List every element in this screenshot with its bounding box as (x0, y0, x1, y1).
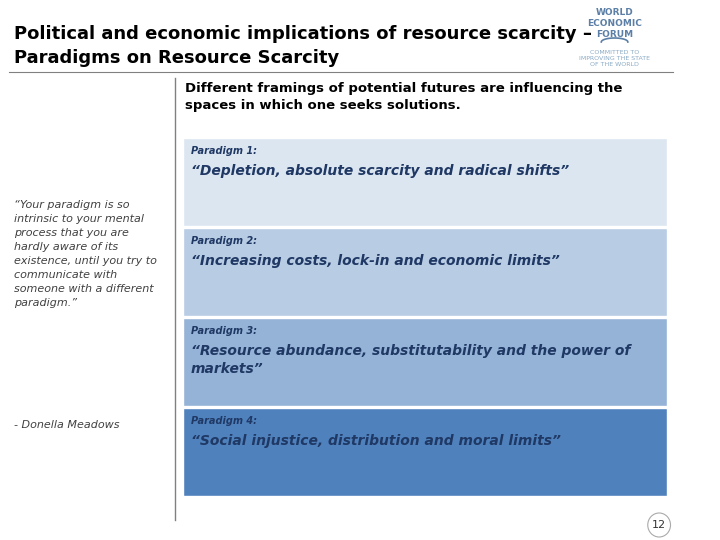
Text: “Depletion, absolute scarcity and radical shifts”: “Depletion, absolute scarcity and radica… (191, 164, 569, 178)
FancyBboxPatch shape (183, 408, 667, 496)
FancyBboxPatch shape (183, 138, 667, 226)
Text: Paradigm 2:: Paradigm 2: (191, 236, 256, 246)
Text: “Increasing costs, lock-in and economic limits”: “Increasing costs, lock-in and economic … (191, 254, 559, 268)
Text: Political and economic implications of resource scarcity –
Paradigms on Resource: Political and economic implications of r… (14, 25, 593, 66)
FancyBboxPatch shape (183, 228, 667, 316)
Text: Different framings of potential futures are influencing the
spaces in which one : Different framings of potential futures … (185, 82, 622, 112)
Text: “Resource abundance, substitutability and the power of
markets”: “Resource abundance, substitutability an… (191, 344, 630, 376)
Text: “Social injustice, distribution and moral limits”: “Social injustice, distribution and mora… (191, 434, 560, 448)
Text: Paradigm 1:: Paradigm 1: (191, 146, 256, 156)
Text: “Your paradigm is so
intrinsic to your mental
process that you are
hardly aware : “Your paradigm is so intrinsic to your m… (14, 200, 157, 308)
Text: Paradigm 3:: Paradigm 3: (191, 326, 256, 336)
Text: Paradigm 4:: Paradigm 4: (191, 416, 256, 426)
Text: WORLD
ECONOMIC
FORUM: WORLD ECONOMIC FORUM (587, 8, 642, 39)
Circle shape (648, 513, 670, 537)
Text: COMMITTED TO
IMPROVING THE STATE
OF THE WORLD: COMMITTED TO IMPROVING THE STATE OF THE … (579, 50, 650, 68)
Text: - Donella Meadows: - Donella Meadows (14, 420, 120, 430)
FancyBboxPatch shape (183, 318, 667, 406)
Text: 12: 12 (652, 520, 666, 530)
